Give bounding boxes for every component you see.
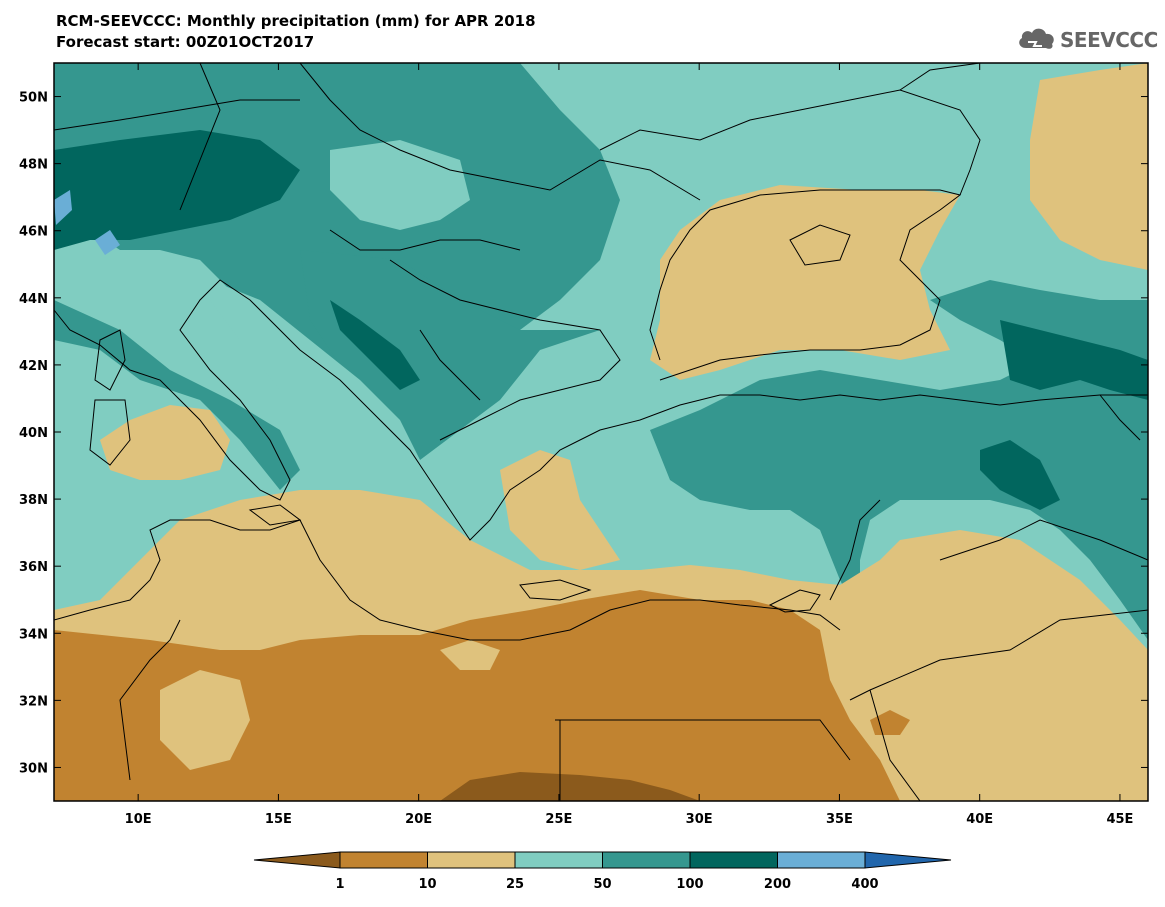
lat-tick-label: 50N	[19, 91, 48, 106]
longitude-axis: 10E 15E 20E 25E 30E 35E 40E 45E	[125, 63, 1133, 827]
zone-50-100-italy-west	[54, 300, 300, 490]
zone-10-25-blacksea	[650, 185, 960, 380]
cloud-icon	[1019, 28, 1054, 49]
lon-tick-label: 40E	[966, 812, 993, 827]
coastlines	[54, 63, 1148, 801]
legend-swatch	[339, 851, 428, 869]
zone-10-25-libya-gap2	[440, 640, 500, 670]
zone-below-1-egypt	[440, 772, 700, 801]
zone-10-25-aegean	[500, 450, 620, 570]
lat-tick-label: 44N	[19, 292, 48, 307]
zone-10-25-sardinia	[100, 405, 230, 480]
legend-boundary-label: 10	[418, 877, 436, 892]
lat-tick-label: 32N	[19, 694, 48, 709]
lon-tick-label: 15E	[265, 812, 292, 827]
lat-tick-label: 46N	[19, 225, 48, 240]
legend-boundary-label: 50	[593, 877, 611, 892]
lon-tick-label: 35E	[826, 812, 853, 827]
zone-100-200-balkan-coast	[330, 300, 420, 390]
map-field	[54, 63, 1148, 801]
legend-swatch-above	[864, 851, 952, 869]
zone-10-25-caspian	[1030, 63, 1148, 270]
legend-boundary-label: 25	[506, 877, 524, 892]
lat-tick-label: 42N	[19, 359, 48, 374]
forecast-start-label: Forecast start: 00Z01OCT2017	[56, 33, 315, 51]
zone-25-50-adriatic	[210, 280, 430, 500]
lat-tick-label: 30N	[19, 761, 48, 776]
lat-tick-label: 48N	[19, 158, 48, 173]
zone-1-10-libya	[54, 590, 900, 801]
lat-tick-label: 36N	[19, 560, 48, 575]
zone-100-200-turkey-east	[980, 440, 1060, 510]
legend-swatch	[514, 851, 603, 869]
legend-swatch	[777, 851, 866, 869]
legend-swatch	[427, 851, 516, 869]
legend-boundary-label: 100	[676, 877, 703, 892]
legend-colorbar: 1 10 25 50 100 200 400	[253, 851, 952, 892]
legend-boundary-label: 400	[851, 877, 878, 892]
lat-tick-label: 38N	[19, 493, 48, 508]
seevccc-logo: SEEVCCC	[1016, 22, 1158, 54]
lat-tick-label: 40N	[19, 426, 48, 441]
legend-swatch	[689, 851, 778, 869]
lon-tick-label: 45E	[1106, 812, 1133, 827]
zone-200-400-alps	[95, 230, 120, 255]
map-title: RCM-SEEVCCC: Monthly precipitation (mm) …	[56, 12, 536, 30]
zone-1-10-jordan	[870, 710, 910, 735]
islands	[89, 224, 851, 613]
logo-text: SEEVCCC	[1060, 28, 1158, 52]
latitude-axis: 50N 48N 46N 44N 42N 40N 38N 36N 34N 32N 30N	[19, 91, 1148, 776]
legend-swatch-below	[253, 851, 341, 869]
lon-tick-label: 20E	[405, 812, 432, 827]
zone-100-200-north	[54, 130, 300, 250]
zone-200-400-west	[54, 190, 72, 225]
zone-50-100-balkans	[300, 250, 600, 460]
zone-50-100-turkey	[650, 320, 1148, 640]
zone-100-200-caucasus	[1000, 320, 1148, 400]
lon-tick-label: 30E	[686, 812, 713, 827]
legend-boundary-label: 1	[335, 877, 344, 892]
lon-tick-label: 25E	[545, 812, 572, 827]
zone-25-50-hungary	[330, 140, 470, 230]
lon-tick-label: 10E	[125, 812, 152, 827]
legend-swatch	[602, 851, 691, 869]
lat-tick-label: 34N	[19, 627, 48, 642]
zone-10-25-libya-gap	[160, 670, 250, 770]
legend-boundary-label: 200	[764, 877, 791, 892]
